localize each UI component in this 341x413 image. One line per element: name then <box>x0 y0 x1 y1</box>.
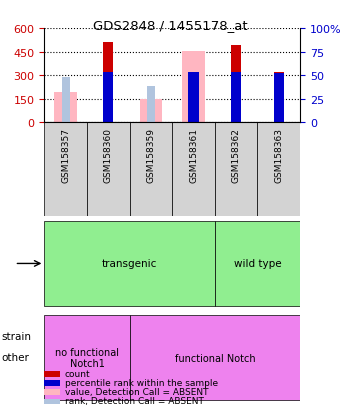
Bar <box>231 46 241 123</box>
Text: GDS2848 / 1455178_at: GDS2848 / 1455178_at <box>93 19 248 31</box>
Bar <box>273 73 284 123</box>
FancyBboxPatch shape <box>130 316 300 400</box>
Text: GSM158359: GSM158359 <box>146 128 155 183</box>
FancyBboxPatch shape <box>215 221 300 306</box>
Text: GSM158360: GSM158360 <box>104 128 113 183</box>
FancyBboxPatch shape <box>172 123 215 217</box>
Text: percentile rank within the sample: percentile rank within the sample <box>65 378 218 387</box>
Text: transgenic: transgenic <box>102 259 157 269</box>
Bar <box>55 93 77 123</box>
Bar <box>231 73 241 123</box>
FancyBboxPatch shape <box>130 123 172 217</box>
Text: GSM158361: GSM158361 <box>189 128 198 183</box>
Bar <box>103 43 114 123</box>
Bar <box>182 52 205 123</box>
Text: no functional
Notch1: no functional Notch1 <box>55 347 119 368</box>
FancyBboxPatch shape <box>44 123 87 217</box>
Text: count: count <box>65 369 90 378</box>
FancyBboxPatch shape <box>44 221 215 306</box>
Text: value, Detection Call = ABSENT: value, Detection Call = ABSENT <box>65 387 208 396</box>
Text: GSM158363: GSM158363 <box>274 128 283 183</box>
Text: strain: strain <box>2 332 32 342</box>
FancyBboxPatch shape <box>87 123 130 217</box>
Text: functional Notch: functional Notch <box>175 353 255 363</box>
FancyBboxPatch shape <box>44 316 130 400</box>
Text: other: other <box>2 352 30 362</box>
Text: GSM158362: GSM158362 <box>232 128 241 182</box>
Bar <box>147 87 155 123</box>
FancyBboxPatch shape <box>257 123 300 217</box>
Text: wild type: wild type <box>234 259 281 269</box>
Bar <box>61 78 70 123</box>
Text: GSM158357: GSM158357 <box>61 128 70 183</box>
Bar <box>189 73 198 123</box>
Bar <box>273 74 284 123</box>
Bar <box>103 73 114 123</box>
FancyBboxPatch shape <box>215 123 257 217</box>
Text: rank, Detection Call = ABSENT: rank, Detection Call = ABSENT <box>65 396 204 406</box>
Bar <box>140 100 162 123</box>
Bar <box>188 73 199 123</box>
